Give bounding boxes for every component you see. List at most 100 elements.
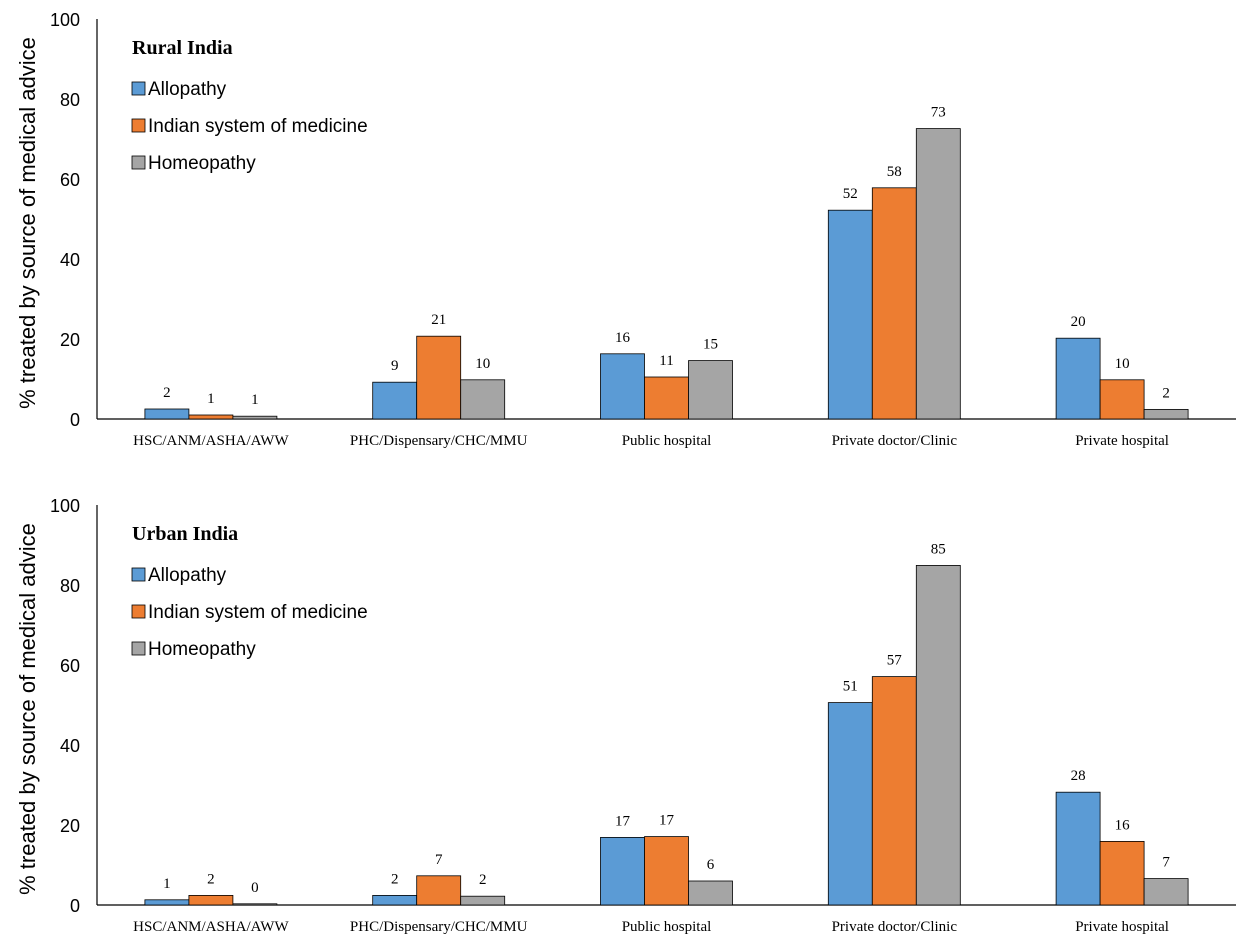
rural-data-label: 10 <box>1115 356 1130 372</box>
rural-y-tick-label: 100 <box>50 10 80 30</box>
urban-data-label: 16 <box>1115 817 1131 833</box>
urban-y-tick-label: 20 <box>60 816 80 836</box>
rural-y-tick-label: 20 <box>60 330 80 350</box>
rural-bar-allopathy-public-hospital <box>600 353 645 420</box>
rural-y-axis-label: % treated by source of medical advice <box>15 37 40 409</box>
rural-legend-label-allopathy: Allopathy <box>148 79 227 100</box>
rural-bar-indian-system-of-medicine-private-doctor-clinic <box>871 187 917 420</box>
urban-data-label: 1 <box>163 876 171 892</box>
urban-bar-indian-system-of-medicine-private-hospital <box>1099 841 1145 906</box>
rural-data-label: 21 <box>431 312 446 328</box>
urban-bar-allopathy-public-hospital <box>600 837 645 906</box>
rural-bar-allopathy-hsc-anm-asha-aww <box>144 408 190 420</box>
rural-bar-indian-system-of-medicine-phc-dispensary-chc-mmu <box>416 335 462 420</box>
urban-legend-label-allopathy: Allopathy <box>148 565 227 586</box>
urban-data-label: 0 <box>251 880 259 896</box>
rural-category-label: HSC/ANM/ASHA/AWW <box>133 433 289 449</box>
urban-bar-indian-system-of-medicine-phc-dispensary-chc-mmu <box>416 875 462 906</box>
rural-category-label: Private doctor/Clinic <box>832 433 958 449</box>
rural-data-label: 58 <box>887 164 902 180</box>
urban-bar-indian-system-of-medicine-private-doctor-clinic <box>871 676 917 906</box>
rural-data-label: 73 <box>931 105 946 121</box>
rural-bar-indian-system-of-medicine-hsc-anm-asha-aww <box>188 414 234 420</box>
urban-data-label: 7 <box>435 852 443 868</box>
rural-category-label: Public hospital <box>622 433 712 449</box>
urban-legend-swatch-indian-system-of-medicine <box>131 604 146 619</box>
rural-data-label: 16 <box>615 330 631 346</box>
rural-bar-indian-system-of-medicine-private-hospital <box>1099 379 1145 420</box>
urban-bar-allopathy-hsc-anm-asha-aww <box>144 899 190 906</box>
rural-data-label: 9 <box>391 358 399 374</box>
rural-bar-homeopathy-private-doctor-clinic <box>915 128 961 420</box>
rural-data-label: 2 <box>163 385 171 401</box>
urban-data-label: 2 <box>391 871 399 887</box>
urban-data-label: 51 <box>843 679 858 695</box>
rural-data-label: 10 <box>475 356 490 372</box>
urban-panel: % treated by source of medical advice020… <box>15 496 1236 935</box>
urban-legend-swatch-homeopathy <box>131 641 146 656</box>
rural-panel-title: Rural India <box>132 37 233 59</box>
urban-legend-label-homeopathy: Homeopathy <box>148 639 256 660</box>
rural-data-label: 52 <box>843 186 858 202</box>
urban-data-label: 28 <box>1071 768 1086 784</box>
urban-y-axis-label: % treated by source of medical advice <box>15 523 40 895</box>
rural-bar-allopathy-private-hospital <box>1055 337 1101 420</box>
rural-bar-homeopathy-hsc-anm-asha-aww <box>232 415 278 420</box>
urban-data-label: 7 <box>1162 855 1170 871</box>
rural-data-label: 20 <box>1071 314 1086 330</box>
urban-bar-homeopathy-private-doctor-clinic <box>915 565 961 906</box>
urban-bar-homeopathy-hsc-anm-asha-aww <box>232 903 278 906</box>
rural-y-tick-label: 40 <box>60 250 80 270</box>
rural-category-label: PHC/Dispensary/CHC/MMU <box>350 433 528 449</box>
rural-y-tick-label: 80 <box>60 90 80 110</box>
rural-bar-allopathy-phc-dispensary-chc-mmu <box>372 381 418 420</box>
urban-data-label: 17 <box>615 813 631 829</box>
urban-category-label: HSC/ANM/ASHA/AWW <box>133 919 289 935</box>
urban-bar-allopathy-phc-dispensary-chc-mmu <box>372 895 418 906</box>
urban-data-label: 85 <box>931 541 946 557</box>
urban-bar-homeopathy-phc-dispensary-chc-mmu <box>460 895 506 906</box>
rural-legend-swatch-homeopathy <box>131 155 146 170</box>
urban-data-label: 17 <box>659 813 675 829</box>
rural-y-tick-label: 60 <box>60 170 80 190</box>
urban-bar-allopathy-private-hospital <box>1055 791 1101 906</box>
rural-y-tick-label: 0 <box>70 410 80 430</box>
rural-bar-homeopathy-private-hospital <box>1143 408 1189 420</box>
urban-y-tick-label: 80 <box>60 576 80 596</box>
urban-y-tick-label: 40 <box>60 736 80 756</box>
urban-bar-homeopathy-private-hospital <box>1143 878 1189 906</box>
urban-category-label: Public hospital <box>622 919 712 935</box>
urban-data-label: 2 <box>207 871 215 887</box>
urban-data-label: 6 <box>707 857 715 873</box>
urban-data-label: 57 <box>887 653 903 669</box>
urban-y-tick-label: 0 <box>70 896 80 916</box>
rural-data-label: 1 <box>251 392 259 408</box>
urban-bar-indian-system-of-medicine-public-hospital <box>644 836 689 906</box>
rural-data-label: 15 <box>703 337 718 353</box>
urban-bar-indian-system-of-medicine-hsc-anm-asha-aww <box>188 895 234 906</box>
urban-legend-label-indian-system-of-medicine: Indian system of medicine <box>148 602 368 623</box>
rural-legend-swatch-indian-system-of-medicine <box>131 118 146 133</box>
urban-panel-title: Urban India <box>132 523 238 545</box>
rural-bar-allopathy-private-doctor-clinic <box>827 209 873 420</box>
rural-panel: % treated by source of medical advice 0 20… <box>15 10 1236 449</box>
rural-data-label: 11 <box>659 353 673 369</box>
urban-category-label: Private doctor/Clinic <box>832 919 958 935</box>
rural-legend-label-homeopathy: Homeopathy <box>148 153 256 174</box>
urban-category-label: PHC/Dispensary/CHC/MMU <box>350 919 528 935</box>
urban-bar-homeopathy-public-hospital <box>688 880 733 906</box>
rural-data-label: 1 <box>207 391 215 407</box>
urban-data-label: 2 <box>479 872 487 888</box>
rural-legend-label-indian-system-of-medicine: Indian system of medicine <box>148 116 368 137</box>
rural-legend-swatch-allopathy <box>131 81 146 96</box>
rural-bar-indian-system-of-medicine-public-hospital <box>644 376 689 420</box>
rural-bar-homeopathy-public-hospital <box>688 360 733 420</box>
rural-category-label: Private hospital <box>1075 433 1169 449</box>
urban-y-tick-label: 100 <box>50 496 80 516</box>
rural-data-label: 2 <box>1162 385 1170 401</box>
urban-y-tick-label: 60 <box>60 656 80 676</box>
urban-bar-allopathy-private-doctor-clinic <box>827 702 873 906</box>
urban-legend-swatch-allopathy <box>131 567 146 582</box>
